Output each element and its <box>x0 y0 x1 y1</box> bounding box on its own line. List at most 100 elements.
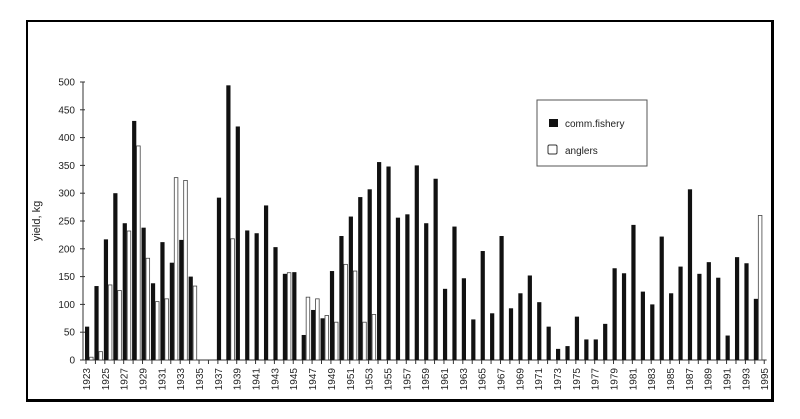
bar-comm-fishery <box>367 189 372 360</box>
bar-comm-fishery <box>716 277 721 360</box>
x-tick-label: 1943 <box>270 368 281 391</box>
x-tick-label: 1995 <box>760 368 771 391</box>
bar-comm-fishery <box>311 309 316 360</box>
bar-comm-fishery <box>329 271 335 360</box>
bar-comm-fishery <box>320 318 325 360</box>
bar-comm-fishery <box>471 319 476 360</box>
bar-anglers <box>117 290 122 361</box>
x-tick-label: 1939 <box>233 368 244 391</box>
bar-comm-fishery <box>612 268 617 360</box>
x-tick-label: 1989 <box>704 368 715 391</box>
bar-anglers <box>98 351 103 361</box>
bar-anglers <box>126 230 132 361</box>
x-tick-label: 1933 <box>176 368 187 391</box>
x-tick-label: 1979 <box>610 368 621 391</box>
x-tick-label: 1983 <box>647 368 658 391</box>
legend-label-comm-fishery: comm.fishery <box>565 119 624 130</box>
y-tick-label: 0 <box>69 356 75 367</box>
x-tick-label: 1923 <box>82 368 93 391</box>
x-tick-label: 1953 <box>365 368 376 391</box>
bar-anglers <box>757 215 763 361</box>
y-axis: 0 50 100 150 200 250 300 350 400 450 500 <box>58 78 85 367</box>
bar-anglers <box>230 238 235 361</box>
x-tick-label: 1929 <box>139 368 150 391</box>
bar-comm-fishery <box>292 272 297 360</box>
x-tick-label: 1991 <box>723 368 734 391</box>
bar-comm-fishery <box>122 223 127 360</box>
bars <box>85 85 763 361</box>
bar-anglers <box>371 314 377 361</box>
bar-anglers <box>155 301 160 361</box>
bar-anglers <box>136 145 141 361</box>
x-tick-label: 1945 <box>289 368 300 391</box>
bar-comm-fishery <box>556 348 561 360</box>
bar-comm-fishery <box>169 262 174 360</box>
bar-comm-fishery <box>640 291 645 360</box>
y-tick-label: 500 <box>58 78 75 89</box>
y-tick-label: 450 <box>58 105 75 116</box>
bar-comm-fishery <box>141 227 146 360</box>
bar-comm-fishery <box>132 120 137 360</box>
bar-comm-fishery <box>537 302 542 360</box>
bar-comm-fishery <box>603 323 608 360</box>
bar-comm-fishery <box>697 273 702 360</box>
bar-comm-fishery <box>188 276 193 360</box>
legend: comm.fishery anglers <box>536 99 648 167</box>
bar-comm-fishery <box>405 214 410 360</box>
bar-comm-fishery <box>734 257 740 360</box>
bar-comm-fishery <box>273 247 278 360</box>
bar-comm-fishery <box>631 224 636 360</box>
y-tick-label: 50 <box>64 328 76 339</box>
bar-comm-fishery <box>565 346 570 360</box>
bar-comm-fishery <box>216 197 222 360</box>
y-tick-label: 100 <box>58 300 75 311</box>
x-tick-label: 1967 <box>496 368 507 391</box>
x-tick-label: 1935 <box>195 368 206 391</box>
bar-comm-fishery <box>461 278 466 360</box>
bar-anglers <box>362 321 367 361</box>
x-tick-label: 1925 <box>101 368 112 391</box>
bar-comm-fishery <box>499 236 504 360</box>
legend-swatch-anglers <box>547 144 558 155</box>
bar-comm-fishery <box>546 326 551 360</box>
bar-anglers <box>315 298 320 361</box>
bar-comm-fishery <box>414 165 419 360</box>
bar-anglers <box>164 298 169 361</box>
legend-swatch-comm-fishery <box>549 119 558 127</box>
x-axis: 1923 1925 1927 1929 1931 1933 1935 1937 1939 1941… <box>82 359 771 391</box>
bar-comm-fishery <box>235 126 240 360</box>
bar-comm-fishery <box>659 236 664 360</box>
x-tick-label: 1937 <box>214 368 225 391</box>
x-tick-label: 1931 <box>157 368 168 391</box>
bar-comm-fishery <box>725 335 730 360</box>
x-tick-label: 1977 <box>591 368 602 391</box>
bar-comm-fishery <box>687 189 693 360</box>
bar-comm-fishery <box>339 236 344 360</box>
bar-anglers <box>305 296 311 361</box>
bar-anglers <box>183 180 188 361</box>
bar-comm-fishery <box>480 251 485 360</box>
bar-anglers <box>324 315 329 361</box>
y-tick-label: 300 <box>58 189 75 200</box>
bar-comm-fishery <box>527 275 532 360</box>
x-tick-label: 1969 <box>515 368 526 391</box>
bar-comm-fishery <box>358 197 363 360</box>
bar-comm-fishery <box>584 339 589 360</box>
bar-comm-fishery <box>245 230 250 360</box>
bar-comm-fishery <box>94 286 99 360</box>
bar-comm-fishery <box>85 326 90 360</box>
bar-comm-fishery <box>377 162 382 360</box>
bar-comm-fishery <box>753 298 759 360</box>
bar-anglers <box>173 177 179 361</box>
y-tick-label: 350 <box>58 161 75 172</box>
bar-comm-fishery <box>744 263 749 360</box>
x-tick-label: 1957 <box>402 368 413 391</box>
bar-comm-fishery <box>452 226 457 360</box>
bar-comm-fishery <box>650 304 655 360</box>
legend-label-anglers: anglers <box>565 146 598 157</box>
bar-anglers <box>334 321 339 361</box>
y-tick-label: 150 <box>58 272 75 283</box>
bar-comm-fishery <box>669 293 674 360</box>
bar-comm-fishery <box>282 273 288 360</box>
